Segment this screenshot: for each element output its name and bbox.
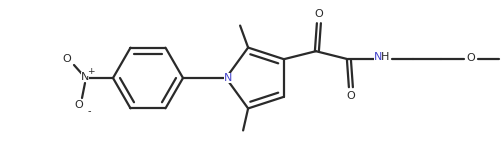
Text: O: O xyxy=(315,9,323,19)
Text: N: N xyxy=(224,73,232,83)
Text: -: - xyxy=(87,106,91,116)
Text: N: N xyxy=(81,72,89,82)
Text: O: O xyxy=(466,53,475,63)
Text: H: H xyxy=(381,52,389,62)
Text: O: O xyxy=(347,91,355,101)
Text: +: + xyxy=(87,66,95,76)
Text: N: N xyxy=(374,52,382,62)
Text: O: O xyxy=(63,54,71,64)
Text: O: O xyxy=(75,100,83,110)
